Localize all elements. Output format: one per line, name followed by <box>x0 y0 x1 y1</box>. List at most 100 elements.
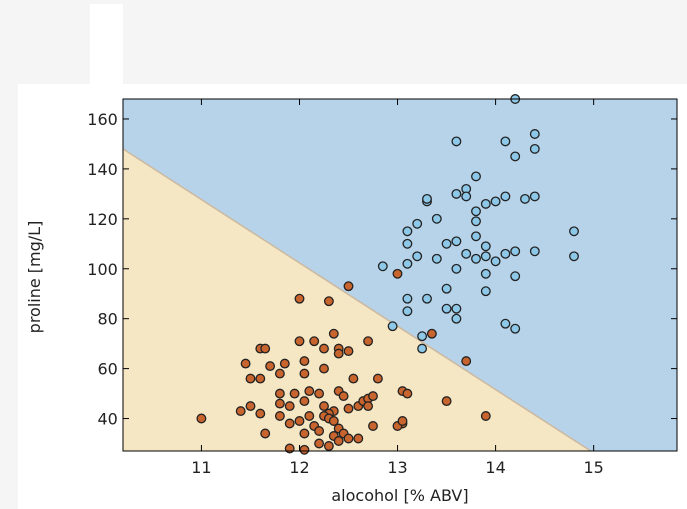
data-point-class-b <box>323 296 334 307</box>
data-points <box>196 94 579 455</box>
data-point-class-b <box>309 336 320 347</box>
data-point-class-a <box>480 198 491 209</box>
data-point-class-a <box>480 286 491 297</box>
data-point-class-b <box>260 343 271 354</box>
data-point-class-a <box>451 188 462 199</box>
data-point-class-b <box>260 428 271 439</box>
data-point-class-a <box>510 246 521 257</box>
data-point-class-b <box>333 348 344 359</box>
y-tick-label: 40 <box>97 410 121 429</box>
data-point-class-b <box>441 396 452 407</box>
data-point-class-a <box>461 191 472 202</box>
data-point-class-b <box>328 328 339 339</box>
data-point-class-a <box>402 226 413 237</box>
data-point-class-b <box>333 436 344 446</box>
decision-boundary-line <box>122 148 592 452</box>
data-point-class-a <box>471 206 481 217</box>
data-point-class-b <box>284 418 295 429</box>
data-point-class-b <box>294 293 305 304</box>
data-point-class-a <box>529 191 540 202</box>
data-point-class-b <box>294 416 305 426</box>
data-point-class-a <box>520 193 530 204</box>
y-tick-label: 80 <box>97 310 121 329</box>
data-point-class-b <box>304 386 315 397</box>
data-point-class-b <box>274 398 285 409</box>
data-point-class-a <box>431 253 442 264</box>
data-point-class-b <box>363 336 374 347</box>
data-point-class-b <box>372 373 383 384</box>
data-point-class-a <box>412 218 423 229</box>
data-point-class-b <box>279 358 290 369</box>
data-point-class-b <box>274 368 285 379</box>
data-point-class-a <box>417 331 428 342</box>
data-point-class-a <box>471 216 481 227</box>
data-point-class-b <box>265 361 276 372</box>
data-point-class-b <box>196 413 207 424</box>
data-point-class-a <box>441 303 452 314</box>
data-point-class-b <box>397 416 408 426</box>
data-point-class-a <box>569 251 579 262</box>
data-point-class-b <box>314 438 325 449</box>
data-point-class-a <box>480 251 491 262</box>
data-point-class-a <box>451 303 462 314</box>
data-point-class-b <box>368 421 378 431</box>
data-point-class-b <box>314 388 325 399</box>
data-point-class-b <box>343 281 354 292</box>
data-point-class-a <box>510 151 521 162</box>
x-tick-label: 13 <box>387 458 407 477</box>
x-tick-label: 15 <box>583 458 603 477</box>
data-point-class-b <box>363 401 374 412</box>
background-strip <box>90 4 123 84</box>
data-point-class-a <box>441 283 452 294</box>
x-axis-label: alocohol [% ABV] <box>331 486 468 505</box>
data-point-class-b <box>299 368 310 379</box>
data-point-class-a <box>387 321 398 332</box>
data-point-class-b <box>235 406 246 417</box>
y-tick-label: 100 <box>87 260 121 279</box>
data-point-class-a <box>529 246 540 257</box>
data-point-class-b <box>343 346 354 357</box>
data-point-class-a <box>402 306 413 317</box>
data-point-class-a <box>569 226 579 237</box>
data-point-class-a <box>422 293 432 304</box>
data-point-class-a <box>490 196 501 207</box>
plot-frame <box>122 98 678 452</box>
data-point-class-b <box>304 411 315 421</box>
data-point-class-a <box>471 231 481 242</box>
data-point-class-a <box>529 129 540 139</box>
data-point-class-a <box>471 253 481 264</box>
y-tick-label: 60 <box>97 360 121 379</box>
data-point-class-b <box>368 391 378 402</box>
data-point-class-b <box>392 268 403 279</box>
data-point-class-a <box>451 236 462 247</box>
data-point-class-b <box>353 433 364 444</box>
y-tick-label: 140 <box>87 160 121 179</box>
data-point-class-a <box>500 248 511 259</box>
data-point-class-a <box>510 271 521 282</box>
data-point-class-a <box>500 136 511 147</box>
data-point-class-b <box>284 401 295 412</box>
axis-ticks: 11 12 13 14 15 40 60 80 100 120 140 160 <box>87 99 677 477</box>
data-point-class-b <box>299 444 310 455</box>
data-point-class-b <box>274 411 285 421</box>
data-point-class-b <box>323 441 334 451</box>
data-point-class-b <box>245 401 256 412</box>
data-point-class-a <box>412 251 423 262</box>
data-point-class-a <box>402 293 413 304</box>
data-point-class-b <box>319 363 329 374</box>
data-point-class-a <box>422 193 432 204</box>
data-point-class-b <box>274 388 285 399</box>
data-point-class-a <box>500 318 511 329</box>
data-point-class-a <box>480 268 491 279</box>
data-point-class-b <box>426 328 437 339</box>
x-tick-label: 14 <box>485 458 505 477</box>
data-point-class-b <box>294 336 305 347</box>
data-point-class-a <box>461 248 472 259</box>
data-point-class-a <box>417 343 428 354</box>
data-point-class-a <box>441 238 452 249</box>
data-point-class-a <box>480 241 491 252</box>
data-point-class-a <box>490 256 501 267</box>
data-point-class-b <box>289 388 300 399</box>
data-point-class-a <box>471 171 481 182</box>
